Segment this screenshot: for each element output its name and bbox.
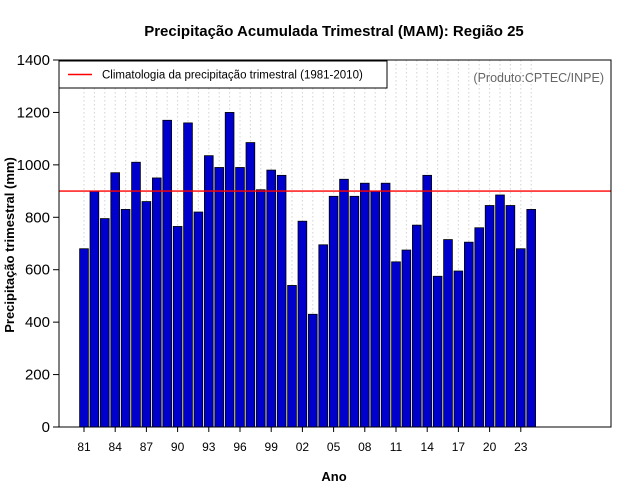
bar-2012: [401, 249, 412, 428]
bar-2017: [453, 270, 464, 428]
x-tick-label-99: 99: [265, 440, 279, 454]
bar-1983: [100, 218, 110, 428]
grid: [83, 60, 532, 427]
y-tick-label-800: 800: [25, 209, 50, 226]
bar-1995: [224, 112, 235, 428]
bar-1998: [256, 189, 266, 428]
x-tick-label-96: 96: [233, 440, 247, 454]
y-axis-label: Precipitação trimestral (mm): [2, 157, 17, 333]
x-tick-label-11: 11: [390, 440, 403, 454]
chart-title: Precipitação Acumulada Trimestral (MAM):…: [144, 23, 524, 40]
bar-2003: [308, 313, 318, 428]
legend: Climatologia da precipitação trimestral …: [58, 60, 388, 89]
legend-entry-climatology: Climatologia da precipitação trimestral …: [102, 70, 363, 82]
source-annotation: (Produto:CPTEC/INPE): [473, 71, 604, 85]
x-tick-label-23: 23: [514, 440, 528, 454]
bar-2005: [328, 195, 339, 428]
bar-1993: [204, 155, 214, 428]
y-tick-label-200: 200: [25, 367, 50, 384]
y-tick-label-1200: 1200: [17, 104, 50, 121]
plot-frame: [58, 59, 612, 428]
bar-1981: [79, 248, 89, 428]
legend-box: [58, 60, 388, 89]
x-tick-label-20: 20: [483, 440, 497, 454]
bar-1994: [214, 167, 224, 428]
x-tick-label-05: 05: [327, 440, 341, 454]
x-tick-label-81: 81: [77, 440, 91, 454]
bar-2014: [422, 174, 432, 428]
x-tick-label-93: 93: [202, 440, 216, 454]
bar-2000: [276, 174, 287, 428]
y-tick-label-600: 600: [25, 262, 50, 279]
bar-2001: [287, 285, 297, 428]
bar-2018: [464, 241, 474, 428]
bar-2020: [484, 205, 495, 428]
bar-1996: [235, 167, 245, 428]
bar-1999: [266, 169, 276, 428]
y-tick-label-400: 400: [25, 314, 50, 331]
bar-2009: [370, 190, 380, 428]
bar-2010: [380, 182, 391, 428]
bars: [79, 112, 536, 428]
bar-2022: [505, 205, 516, 428]
y-axis: 0 200 400 600 800 1000 1200 1400: [17, 52, 59, 436]
x-tick-label-02: 02: [296, 440, 310, 454]
x-tick-label-90: 90: [171, 440, 185, 454]
bar-1987: [141, 201, 152, 428]
bar-1991: [183, 122, 193, 428]
bar-1984: [110, 172, 120, 428]
bar-2011: [391, 261, 401, 428]
x-tick-label-87: 87: [140, 440, 154, 454]
bar-1985: [120, 209, 131, 428]
bar-2019: [474, 227, 484, 428]
bar-1982: [89, 190, 100, 428]
x-tick-label-84: 84: [109, 440, 123, 454]
bar-2021: [495, 194, 505, 428]
y-tick-label-1400: 1400: [17, 52, 50, 69]
x-tick-label-17: 17: [452, 440, 466, 454]
x-axis: 81 84 87 90 93 96 99 02 05 08 11 14 17 20 23: [77, 427, 528, 454]
bar-1988: [152, 177, 162, 428]
bar-2008: [360, 182, 370, 428]
bar-2016: [443, 239, 453, 428]
bar-2006: [339, 178, 349, 428]
x-tick-label-14: 14: [421, 440, 435, 454]
y-tick-label-1000: 1000: [17, 157, 50, 174]
x-tick-label-08: 08: [358, 440, 372, 454]
bar-2002: [297, 220, 308, 428]
y-tick-label-0: 0: [42, 419, 50, 436]
bar-2004: [318, 244, 328, 428]
bar-2007: [349, 195, 360, 428]
bar-1989: [162, 119, 172, 428]
x-axis-label: Ano: [321, 469, 346, 484]
bar-2013: [412, 224, 422, 428]
bar-2023: [516, 248, 526, 428]
bar-1992: [193, 211, 204, 428]
bar-1997: [245, 142, 256, 428]
bar-1990: [172, 226, 183, 428]
bar-1986: [131, 161, 141, 428]
bar-2015: [432, 275, 443, 428]
bar-2024: [526, 209, 536, 428]
